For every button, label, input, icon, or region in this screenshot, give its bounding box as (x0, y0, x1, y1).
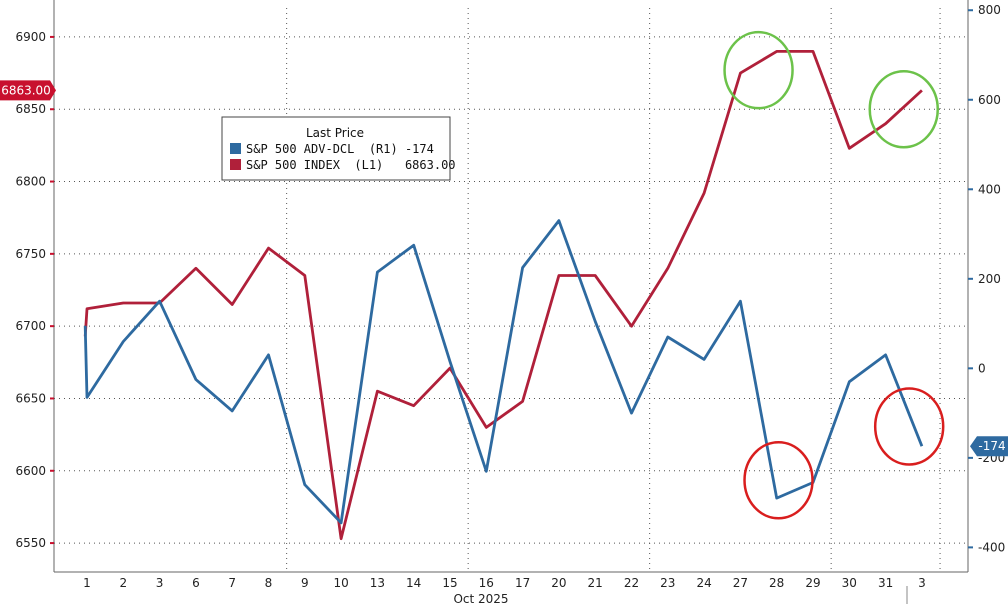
legend-label-adv-dcl: S&P 500 ADV-DCL (R1) -174 (246, 142, 434, 156)
x-axis-tick-label: 10 (333, 576, 348, 590)
right-axis-tick-label: 200 (978, 272, 1001, 286)
last-value-flags: 6863.00 -174 (0, 80, 1008, 457)
legend-title: Last Price (306, 126, 364, 140)
x-axis-tick-label: 17 (515, 576, 530, 590)
annotation-circle (723, 30, 794, 110)
x-axis-tick-label: 9 (301, 576, 309, 590)
legend-box (221, 116, 451, 181)
series-line-adv-dcl (83, 219, 924, 525)
left-axis-tick-label: 6900 (15, 30, 46, 44)
x-axis-tick-label: 31 (878, 576, 893, 590)
x-axis-tick-label: 29 (805, 576, 820, 590)
x-axis-tick-label: 27 (733, 576, 748, 590)
x-axis-tick-label: 30 (842, 576, 857, 590)
x-axis-tick-label: 3 (156, 576, 164, 590)
left-axis-tick-label: 6800 (15, 175, 46, 189)
x-axis-tick-label: 8 (265, 576, 273, 590)
x-axis-tick-label: 16 (479, 576, 494, 590)
left-axis-tick-label: 6550 (15, 536, 46, 550)
annotation-circle (868, 69, 939, 149)
legend-label-index: S&P 500 INDEX (L1) 6863.00 (246, 158, 456, 172)
series-line-sp500-index (83, 50, 923, 541)
annotations (723, 30, 945, 520)
grid (54, 8, 968, 572)
left-axis-tick-label: 6650 (15, 391, 46, 405)
right-axis-tick-label: 400 (978, 182, 1001, 196)
x-axis-tick-label: 6 (192, 576, 200, 590)
x-axis-tick-label: 13 (370, 576, 385, 590)
x-axis-label: Oct 2025 (453, 592, 508, 605)
left-axis-tick-label: 6850 (15, 102, 46, 116)
legend: Last Price S&P 500 ADV-DCL (R1) -174 S&P… (221, 116, 456, 181)
x-axis-tick-label: 23 (660, 576, 675, 590)
annotation-circle (743, 440, 814, 520)
x-axis-tick-label: 15 (442, 576, 457, 590)
x-axis-tick-label: 14 (406, 576, 421, 590)
right-axis-tick-label: 0 (978, 361, 986, 375)
legend-swatch-index (230, 159, 241, 170)
left-axis-tick-label: 6700 (15, 319, 46, 333)
x-axis-tick-label: 24 (696, 576, 711, 590)
last-value-flag-right (970, 436, 1008, 457)
right-axis-tick-label: -400 (978, 540, 1005, 554)
left-axis-tick-label: 6750 (15, 247, 46, 261)
left-axis-tick-label: 6600 (15, 464, 46, 478)
x-axis-tick-label: 22 (624, 576, 639, 590)
right-axis-tick-label: 600 (978, 93, 1001, 107)
last-value-flag-left (0, 80, 56, 101)
x-axis-tick-label: 7 (228, 576, 236, 590)
right-axis-tick-label: 800 (978, 3, 1001, 17)
x-axis-tick-label: 20 (551, 576, 566, 590)
x-axis-tick-label: 3 (918, 576, 926, 590)
annotation-circle (873, 387, 945, 466)
x-axis-tick-label: 1 (83, 576, 91, 590)
x-axis-tick-label: 2 (119, 576, 127, 590)
last-value-flag-right-text: -174 (978, 439, 1005, 453)
legend-swatch-adv-dcl (230, 143, 241, 154)
last-value-flag-left-text: 6863.00 (1, 83, 51, 97)
series (83, 50, 924, 541)
axes: 65506600665067006750680068506900-400-200… (15, 0, 1005, 604)
x-axis-tick-label: 28 (769, 576, 784, 590)
x-axis-tick-label: 21 (588, 576, 603, 590)
